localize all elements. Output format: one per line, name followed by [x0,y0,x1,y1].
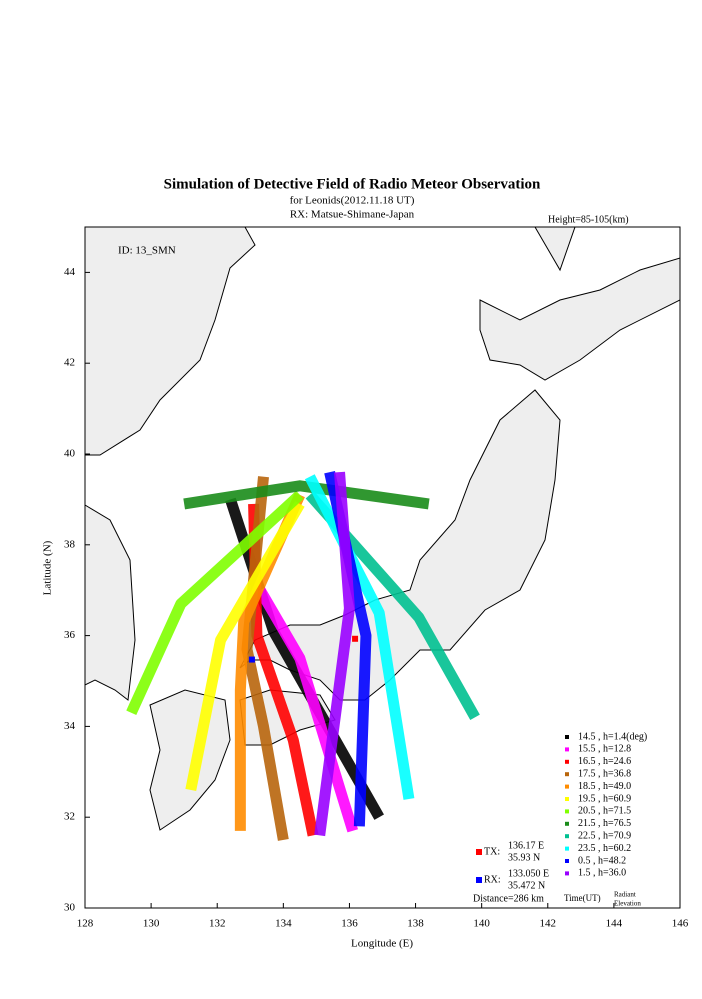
station-marker [352,635,359,642]
station-key [476,877,482,883]
legend-label: 22.5 , h=70.9 [578,830,631,841]
height-note: Height=85-105(km) [548,214,629,225]
legend-swatch [565,797,569,801]
legend-label: 1.5 , h=36.0 [578,868,626,879]
y-tick-label: 44 [64,266,76,278]
x-axis-label: Longitude (E) [351,938,413,950]
legend-label: 19.5 , h=60.9 [578,793,631,804]
subtitle: RX: Matsue-Shimane-Japan [290,209,415,221]
plot-frame [84,226,681,909]
subtitle: for Leonids(2012.11.18 UT) [290,195,415,207]
legend-label: 15.5 , h=12.8 [578,744,631,755]
distance: Distance=286 km [473,893,544,904]
legend-swatch [565,772,569,777]
station-label: RX: [484,874,501,885]
legend-label: 0.5 , h=48.2 [578,855,626,866]
elevation-label: Elevation [614,900,641,908]
y-tick-label: 38 [64,538,76,550]
y-tick-label: 42 [64,357,75,369]
y-tick-label: 36 [64,629,76,641]
time-label: Time(UT) [564,893,601,903]
x-tick-label: 142 [540,918,557,930]
tracks [126,470,480,841]
elevation-label: Radiant [614,891,636,899]
x-tick-label: 130 [143,918,160,930]
legend-swatch [565,809,569,814]
legend-label: 17.5 , h=36.8 [578,768,631,779]
track [304,474,415,800]
hokkaido [479,257,681,381]
asia-mainland [84,226,256,456]
y-tick-label: 32 [64,811,75,823]
legend-label: 23.5 , h=60.2 [578,843,631,854]
legend-swatch [565,759,569,764]
track [126,490,304,716]
legend-label: 14.5 , h=1.4(deg) [578,731,647,742]
legend-swatch [565,821,569,826]
chart-title: Simulation of Detective Field of Radio M… [164,176,541,192]
x-tick-label: 140 [473,918,490,930]
x-tick-label: 144 [606,918,623,930]
x-tick-label: 138 [407,918,424,930]
legend-label: 20.5 , h=71.5 [578,806,631,817]
x-tick-label: 136 [341,918,358,930]
legend-label: 18.5 , h=49.0 [578,781,631,792]
legend-swatch [565,834,569,839]
station-marker [248,656,255,663]
station-key [476,849,482,855]
station-label: TX: [484,846,500,857]
korea [84,504,136,701]
legend-swatch [565,747,569,752]
station-lon: 136.17 E [508,840,544,851]
track [255,587,359,833]
station-lon: 133.050 E [508,868,549,879]
legend-swatch [565,784,569,789]
x-tick-label: 128 [77,918,94,930]
y-tick-label: 40 [64,448,76,460]
track [314,471,355,837]
x-tick-label: 132 [209,918,226,930]
y-tick-label: 30 [64,902,76,914]
x-tick-label: 134 [275,918,292,930]
y-tick-label: 34 [64,720,76,732]
legend-label: 16.5 , h=24.6 [578,756,631,767]
legend-swatch [565,859,569,863]
station-lat: 35.472 N [508,880,545,891]
y-axis-label: Latitude (N) [42,540,54,595]
legend-swatch [565,871,569,876]
track [241,476,289,841]
x-tick-label: 146 [672,918,689,930]
track [185,501,305,792]
legend-swatch [565,846,569,851]
legend-swatch [565,735,569,739]
id-note: ID: 13_SMN [118,245,176,257]
legend-label: 21.5 , h=76.5 [578,818,631,829]
track [183,480,430,510]
station-lat: 35.93 N [508,852,540,863]
